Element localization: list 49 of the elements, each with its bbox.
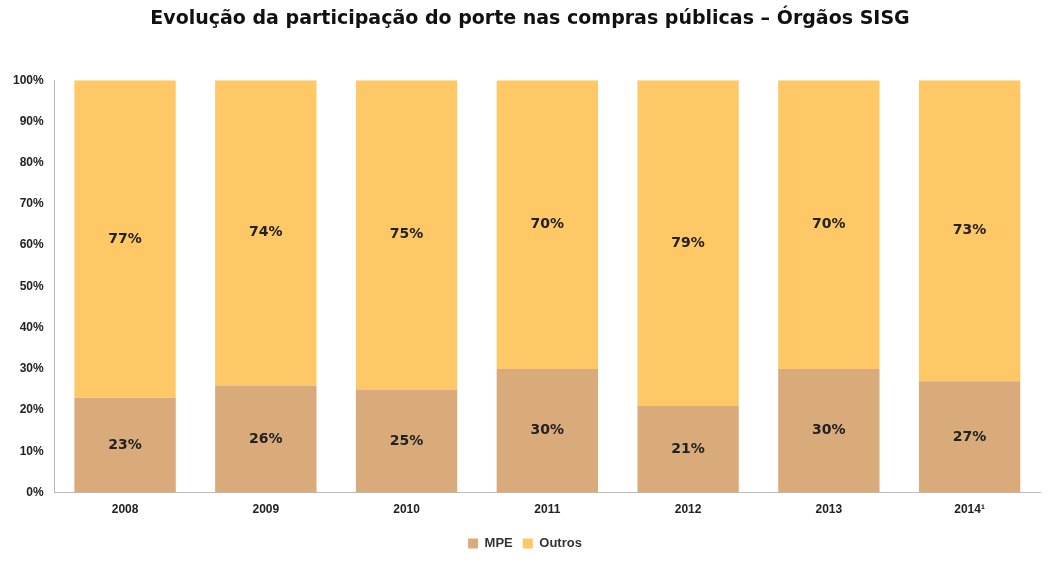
- y-tick-label: 80%: [19, 154, 45, 169]
- data-label: 23%: [108, 435, 142, 452]
- bar: [355, 389, 458, 493]
- data-label: 30%: [530, 421, 565, 438]
- data-label: 26%: [249, 429, 283, 446]
- bar: [918, 80, 1021, 382]
- y-tick-label: 100%: [12, 72, 45, 87]
- x-tick-label: 2009: [252, 502, 280, 517]
- bar: [918, 381, 1021, 493]
- bar: [74, 80, 176, 398]
- y-tick-label: 60%: [19, 237, 45, 252]
- data-label: 77%: [108, 229, 142, 246]
- data-label: 21%: [671, 439, 705, 456]
- legend-label: Outros: [539, 535, 582, 551]
- data-label: 25%: [389, 431, 424, 448]
- data-label: 75%: [389, 225, 424, 242]
- data-label: 79%: [671, 233, 705, 250]
- bar: [355, 80, 458, 390]
- bar: [778, 80, 880, 369]
- bar: [496, 80, 599, 369]
- x-tick-label: 2011: [534, 502, 561, 517]
- bar: [215, 80, 317, 386]
- y-tick-label: 70%: [19, 196, 45, 211]
- bar: [637, 80, 739, 406]
- y-tick-label: 0%: [26, 484, 45, 499]
- x-tick-label: 2012: [674, 502, 702, 517]
- bar: [74, 397, 176, 493]
- x-tick-label: 2008: [111, 502, 139, 517]
- data-label: 70%: [812, 215, 846, 232]
- data-label: 70%: [530, 215, 565, 232]
- x-tick-label: 2013: [815, 502, 843, 517]
- bar: [496, 368, 599, 493]
- data-label: 30%: [812, 421, 846, 438]
- y-tick-label: 40%: [19, 319, 45, 334]
- bar: [778, 368, 880, 493]
- bar: [637, 406, 739, 493]
- x-tick-label: 2014¹: [954, 502, 985, 517]
- legend-label: MPE: [484, 535, 514, 551]
- x-tick-label: 2010: [393, 502, 421, 517]
- data-label: 73%: [952, 221, 987, 238]
- y-tick-label: 90%: [19, 113, 45, 128]
- data-label: 74%: [249, 223, 283, 240]
- bar: [215, 385, 317, 493]
- chart-title: Evolução da participação do porte nas compras públicas – Órgãos SISG: [149, 6, 911, 28]
- data-label: 27%: [952, 427, 987, 444]
- y-tick-label: 50%: [19, 278, 45, 293]
- y-tick-label: 30%: [19, 361, 45, 376]
- y-tick-label: 10%: [19, 443, 45, 458]
- y-tick-label: 20%: [19, 402, 45, 417]
